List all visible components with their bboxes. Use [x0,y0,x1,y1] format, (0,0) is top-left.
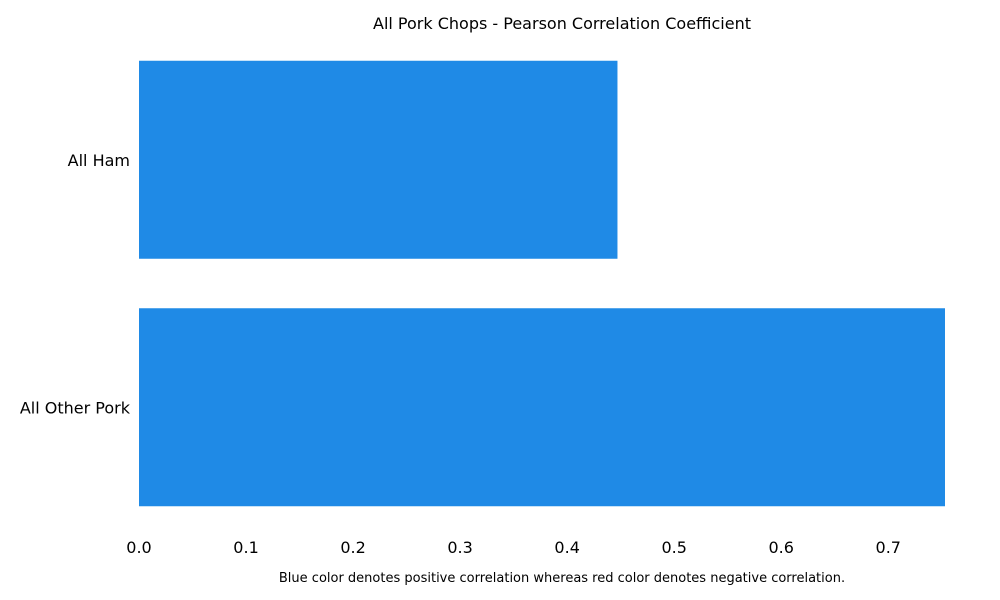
x-tick-label: 0.6 [769,538,794,557]
x-tick-label: 0.2 [340,538,365,557]
x-tick-label: 0.1 [233,538,258,557]
x-tick-label: 0.4 [554,538,579,557]
category-labels: All Ham All Other Pork [20,151,131,418]
x-tick-label: 0.7 [876,538,901,557]
chart-title: All Pork Chops - Pearson Correlation Coe… [373,14,751,33]
x-tick-label: 0.3 [447,538,472,557]
category-label: All Other Pork [20,398,131,417]
bar-all-ham [139,60,618,259]
bars-group [139,60,945,507]
bar-all-other-pork [139,308,945,507]
chart-footnote: Blue color denotes positive correlation … [279,571,845,586]
x-tick-label: 0.5 [661,538,686,557]
category-label: All Ham [68,151,130,170]
x-tick-label: 0.0 [126,538,151,557]
x-axis-ticks: 0.0 0.1 0.2 0.3 0.4 0.5 0.6 0.7 [126,538,901,557]
